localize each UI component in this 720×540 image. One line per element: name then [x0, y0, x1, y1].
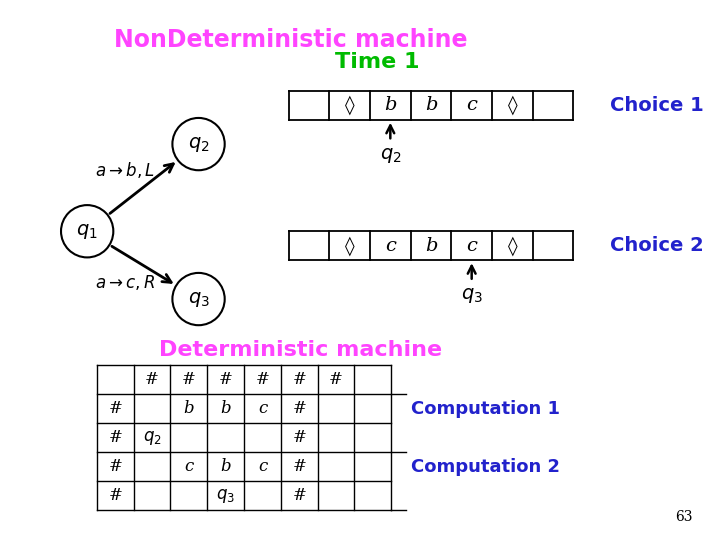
Text: Deterministic machine: Deterministic machine	[158, 340, 442, 360]
Text: ◊: ◊	[508, 96, 517, 115]
Text: #: #	[329, 371, 343, 388]
Text: b: b	[425, 96, 437, 114]
Text: $a \rightarrow c, R$: $a \rightarrow c, R$	[95, 273, 156, 292]
Text: Computation 1: Computation 1	[410, 400, 559, 417]
Text: b: b	[220, 400, 231, 417]
Text: #: #	[182, 371, 196, 388]
Text: $q_2$: $q_2$	[143, 429, 161, 447]
Text: #: #	[145, 371, 159, 388]
Text: NonDeterministic machine: NonDeterministic machine	[114, 28, 467, 52]
Text: #: #	[219, 371, 233, 388]
Circle shape	[61, 205, 113, 258]
Text: $q_2$: $q_2$	[379, 146, 401, 165]
Text: #: #	[108, 429, 122, 446]
Text: $q_3$: $q_3$	[188, 289, 210, 308]
Text: Time 1: Time 1	[336, 52, 420, 72]
Text: b: b	[220, 458, 231, 475]
Text: b: b	[384, 96, 397, 114]
Text: ◊: ◊	[345, 96, 354, 115]
Text: 63: 63	[675, 510, 693, 524]
Text: Choice 2: Choice 2	[610, 237, 704, 255]
Text: #: #	[108, 400, 122, 417]
Text: $q_1$: $q_1$	[76, 222, 98, 241]
Text: c: c	[258, 458, 267, 475]
Text: #: #	[292, 487, 306, 504]
Text: ◊: ◊	[345, 236, 354, 255]
Text: c: c	[385, 237, 396, 255]
Text: #: #	[292, 371, 306, 388]
Circle shape	[172, 118, 225, 170]
Text: $a \rightarrow b, L$: $a \rightarrow b, L$	[96, 160, 156, 180]
Text: c: c	[467, 96, 477, 114]
Text: c: c	[258, 400, 267, 417]
Text: #: #	[108, 487, 122, 504]
Text: b: b	[425, 237, 437, 255]
Text: #: #	[256, 371, 269, 388]
Text: #: #	[292, 458, 306, 475]
Text: b: b	[184, 400, 194, 417]
Text: #: #	[292, 429, 306, 446]
Text: ◊: ◊	[508, 236, 517, 255]
Text: Computation 2: Computation 2	[410, 457, 559, 476]
Text: Choice 1: Choice 1	[610, 96, 704, 115]
Text: $q_2$: $q_2$	[188, 134, 210, 153]
Text: c: c	[467, 237, 477, 255]
Text: $q_3$: $q_3$	[461, 286, 482, 306]
Text: c: c	[184, 458, 194, 475]
Text: #: #	[292, 400, 306, 417]
Text: $q_3$: $q_3$	[216, 487, 235, 505]
Circle shape	[172, 273, 225, 325]
Text: #: #	[108, 458, 122, 475]
